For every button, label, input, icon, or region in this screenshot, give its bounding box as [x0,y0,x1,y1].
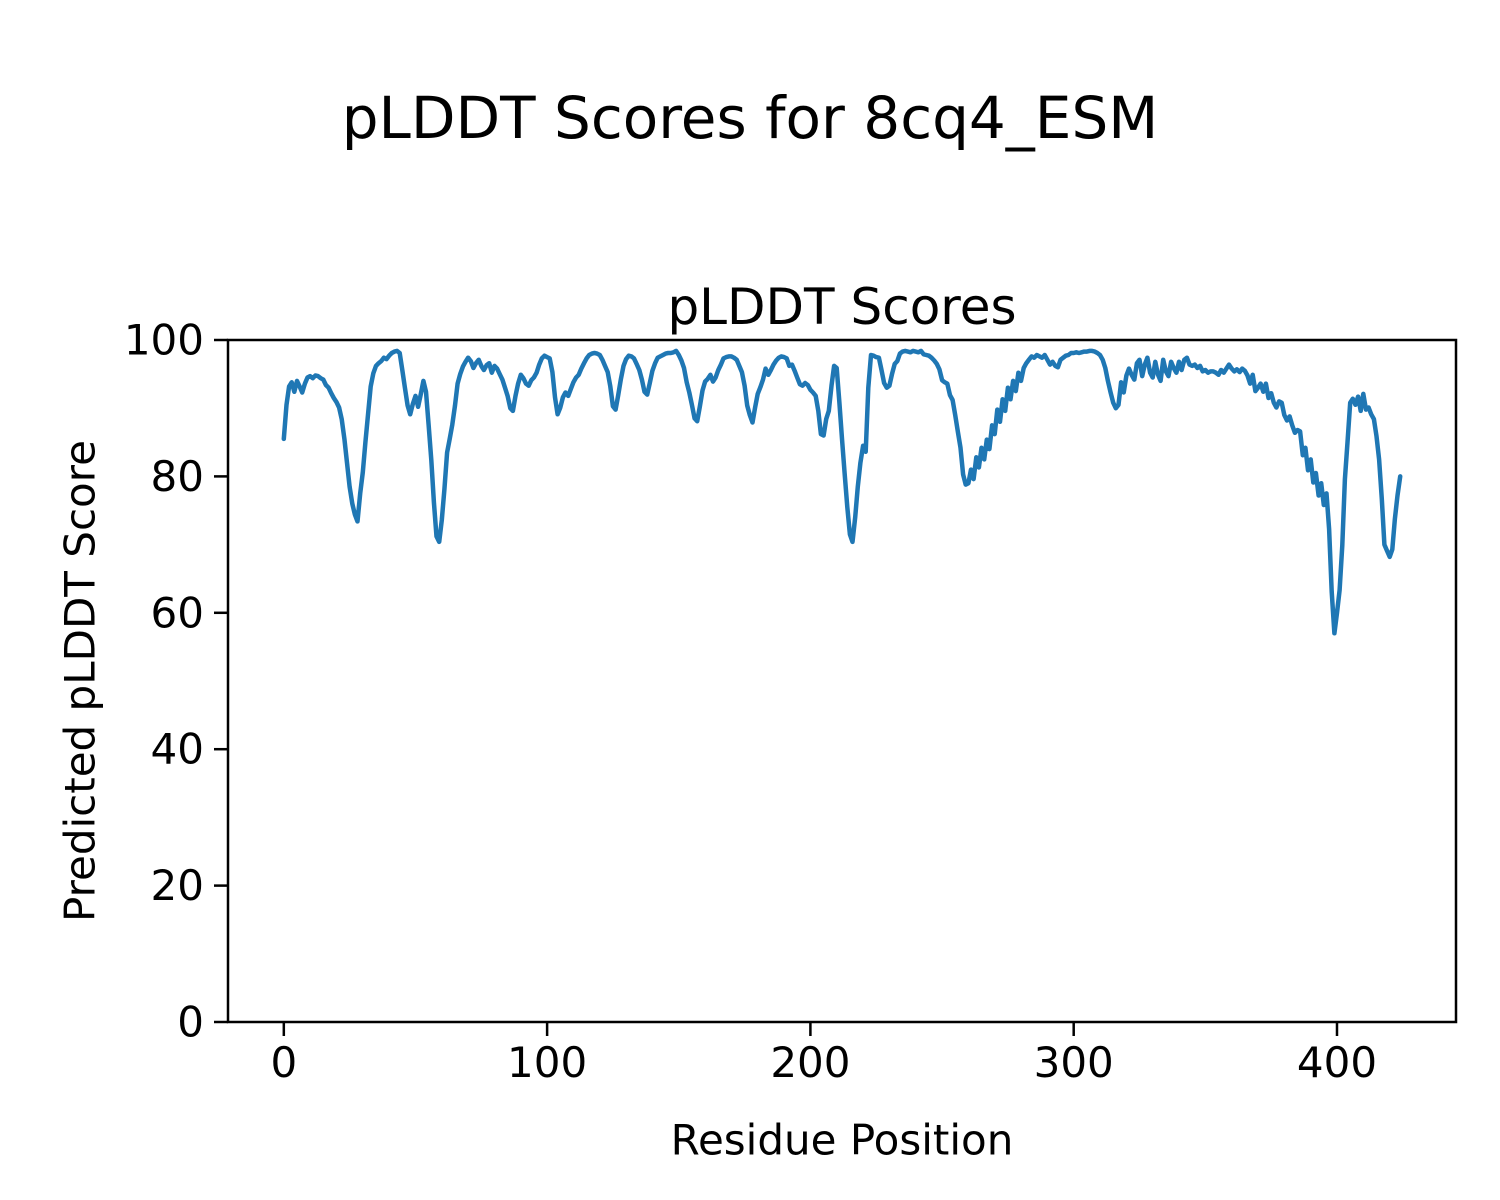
y-axis-ticks: 0 20 40 60 80 100 [124,316,228,1047]
y-tick-label: 80 [151,452,204,501]
y-tick-label: 60 [151,588,204,637]
y-axis-label: Predicted pLDDT Score [56,440,105,922]
x-tick-label: 300 [1034,1038,1114,1087]
axes-title: pLDDT Scores [667,278,1016,336]
y-tick-label: 100 [124,316,204,365]
figure-suptitle: pLDDT Scores for 8cq4_ESM [342,84,1159,152]
x-axis-label: Residue Position [671,1116,1014,1165]
x-axis-ticks: 0 100 200 300 400 [270,1022,1377,1087]
y-tick-label: 40 [151,725,204,774]
x-tick-label: 0 [270,1038,297,1087]
x-tick-label: 200 [770,1038,850,1087]
plot-area [226,338,1458,1024]
y-tick-label: 0 [177,998,204,1047]
x-tick-label: 400 [1297,1038,1377,1087]
y-tick-label: 20 [151,861,204,910]
x-tick-label: 100 [507,1038,587,1087]
plddt-line-series [281,348,1403,636]
